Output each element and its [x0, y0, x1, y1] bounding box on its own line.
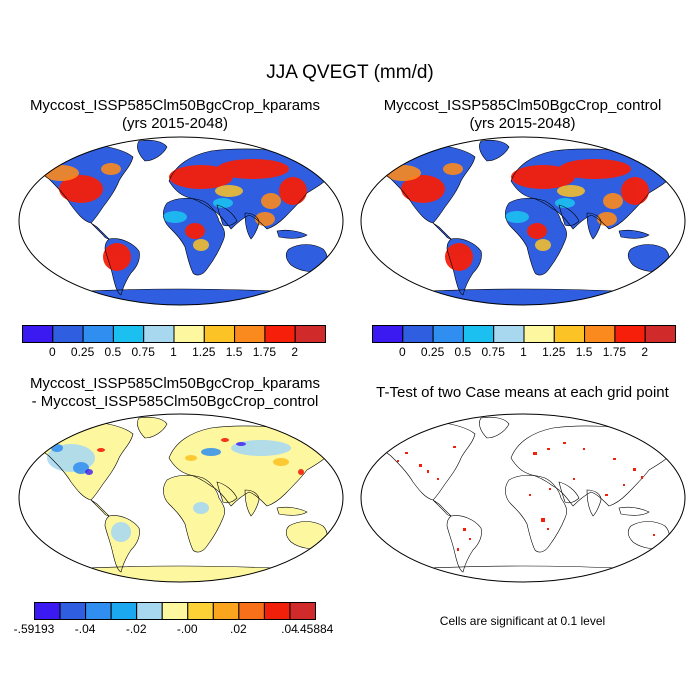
colorbar-control-box	[523, 325, 555, 343]
colorbar-kparams-box	[52, 325, 84, 343]
colorbar-kparams: 0 0.25 0.5 0.75 1 1.25 1.5 1.75 2	[22, 325, 326, 361]
colorbar-control-box	[584, 325, 616, 343]
colorbar-difference-box	[136, 602, 163, 620]
colorbar-control-boxes	[372, 325, 676, 343]
colorbar-difference-box	[85, 602, 112, 620]
colorbar-kparams-box	[22, 325, 54, 343]
colorbar-control-box	[614, 325, 646, 343]
colorbar-kparams-box	[264, 325, 296, 343]
colorbar-control-box	[644, 325, 676, 343]
panel-title-kparams-line2: (yrs 2015-2048)	[122, 115, 228, 132]
colorbar-control-tick-label: 0.5	[454, 345, 472, 359]
map-ttest	[355, 408, 691, 588]
colorbar-kparams-box	[234, 325, 266, 343]
colorbar-difference-tick-label: -.00	[176, 622, 198, 636]
colorbar-difference-box	[212, 602, 240, 620]
colorbar-control: 0 0.25 0.5 0.75 1 1.25 1.5 1.75 2	[372, 325, 676, 361]
colorbar-difference-box	[110, 602, 138, 620]
colorbar-kparams-tick-label: 2	[291, 345, 299, 359]
panel-title-difference-line2: - Myccost_ISSP585Clm50BgcCrop_control	[31, 393, 319, 410]
colorbar-control-tick-label: 0	[398, 345, 406, 359]
colorbar-control-box	[553, 325, 586, 343]
ttest-note: Cells are significant at 0.1 level	[439, 614, 606, 628]
colorbar-control-tick-label: 1.75	[602, 345, 627, 359]
panel-title-control: Myccost_ISSP585Clm50BgcCrop_control (yrs…	[355, 97, 690, 133]
colorbar-difference-tick-label: -.02	[125, 622, 147, 636]
colorbar-difference-tick-label: -.59193	[13, 622, 55, 636]
colorbar-control-tick-label: 2	[641, 345, 649, 359]
colorbar-difference: -.59193 -.04 -.02 -.00 .02 .04.45884	[14, 602, 333, 638]
map-difference	[13, 408, 349, 588]
panel-title-difference-line1: Myccost_ISSP585Clm50BgcCrop_kparams	[29, 375, 321, 392]
colorbar-control-tick-label: 1.5	[575, 345, 593, 359]
colorbar-control-box	[462, 325, 495, 343]
colorbar-kparams-tick-label: 1.75	[252, 345, 277, 359]
panel-title-kparams: Myccost_ISSP585Clm50BgcCrop_kparams (yrs…	[10, 97, 340, 133]
colorbar-difference-box	[161, 602, 189, 620]
panel-title-ttest-line1: T-Test of two Case means at each grid po…	[376, 384, 669, 401]
colorbar-control-box	[432, 325, 464, 343]
colorbar-control-tick-label: 0.75	[481, 345, 505, 359]
colorbar-difference-tick-label: .02	[230, 622, 247, 636]
colorbar-kparams-box	[82, 325, 114, 343]
colorbar-control-box	[372, 325, 404, 343]
colorbar-difference-tick-label: -.04	[74, 622, 96, 636]
colorbar-difference-box	[59, 602, 87, 620]
colorbar-kparams-tick-label: 0.75	[131, 345, 155, 359]
colorbar-kparams-box	[173, 325, 205, 343]
colorbar-kparams-tick-label: 0.5	[104, 345, 122, 359]
colorbar-control-tick-label: 0.25	[420, 345, 445, 359]
colorbar-kparams-tick-label: 1.5	[225, 345, 243, 359]
colorbar-kparams-box	[143, 325, 175, 343]
colorbar-difference-tick-label: .45884	[296, 622, 334, 636]
colorbar-difference-box	[289, 602, 316, 620]
panel-title-difference: Myccost_ISSP585Clm50BgcCrop_kparams - My…	[10, 375, 340, 411]
colorbar-kparams-tick-label: 0.25	[70, 345, 95, 359]
colorbar-kparams-boxes	[22, 325, 326, 343]
colorbar-control-tick-label: 1.25	[542, 345, 566, 359]
panel-title-ttest: T-Test of two Case means at each grid po…	[355, 384, 690, 402]
colorbar-kparams-tick-label: 1	[170, 345, 177, 359]
main-title: JJA QVEGT (mm/d)	[266, 62, 434, 83]
panel-title-control-line2: (yrs 2015-2048)	[469, 115, 576, 132]
colorbar-control-box	[402, 325, 434, 343]
colorbar-kparams-tick-label: 1.25	[192, 345, 216, 359]
colorbar-kparams-tick-label: 0	[48, 345, 56, 359]
panel-title-kparams-line1: Myccost_ISSP585Clm50BgcCrop_kparams	[29, 97, 321, 114]
map-control	[355, 131, 691, 311]
colorbar-kparams-box	[203, 325, 236, 343]
colorbar-difference-box	[187, 602, 214, 620]
colorbar-kparams-box	[294, 325, 326, 343]
colorbar-control-box	[493, 325, 525, 343]
map-kparams	[13, 131, 349, 311]
panel-title-control-line1: Myccost_ISSP585Clm50BgcCrop_control	[383, 97, 662, 114]
colorbar-difference-box	[263, 602, 291, 620]
colorbar-kparams-box	[112, 325, 145, 343]
colorbar-difference-box	[238, 602, 265, 620]
colorbar-control-tick-label: 1	[520, 345, 527, 359]
colorbar-difference-boxes	[34, 602, 316, 620]
colorbar-difference-box	[34, 602, 61, 620]
colorbar-difference-tick-label: .04	[281, 622, 298, 636]
